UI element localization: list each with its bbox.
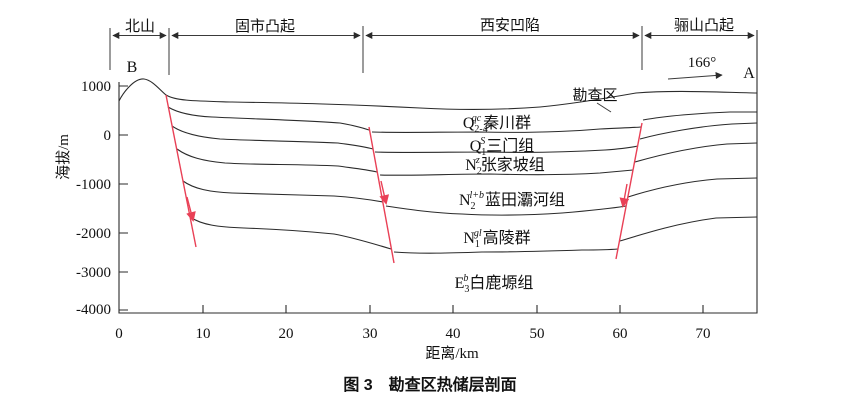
y-tick-m4000: -4000	[76, 302, 111, 318]
x-tick-70: 70	[696, 326, 711, 342]
y-tick-m2000: -2000	[76, 226, 111, 242]
axis-frame	[118, 30, 758, 314]
stratum-label-sanmen: Q1S三门组	[470, 136, 535, 158]
stratum-label-qinchuan: Q2-4qc 秦川群	[463, 113, 531, 135]
y-tick-1000: 1000	[81, 79, 111, 95]
figure-caption: 图 3 勘查区热储层剖面	[343, 375, 516, 394]
fault-downthrow-arrow-east	[619, 183, 630, 208]
tectonic-zone-dimension-lines: 北山 固市凸起 西安凹陷 骊山凸起	[109, 17, 755, 75]
stratum-label-zhangjiapo: N2z张家坡组	[465, 155, 544, 177]
boundary-gaoling-base	[189, 216, 758, 254]
stratum-label-gaoling: N1gl高陵群	[463, 228, 530, 250]
x-tick-50: 50	[530, 326, 545, 342]
bearing-label: 166°	[688, 55, 717, 71]
x-tick-10: 10	[196, 326, 211, 342]
fault-lines	[165, 94, 643, 264]
stratum-label-lantian-bahe: N2l+b蓝田灞河组	[459, 190, 565, 212]
x-tick-40: 40	[446, 326, 461, 342]
boundary-sanmen-base	[171, 122, 758, 153]
fault-line-west	[165, 94, 197, 248]
zone-label-lishan-uplift: 骊山凸起	[674, 17, 734, 34]
fault-line-middle	[368, 126, 395, 264]
y-axis-title: 海拔/m	[55, 134, 72, 180]
y-tick-m3000: -3000	[76, 265, 111, 281]
zone-label-gushi-uplift: 固市凸起	[235, 18, 295, 35]
fault-downthrow-arrow-west	[186, 196, 196, 222]
zone-label-xian-depression: 西安凹陷	[480, 17, 540, 34]
x-tick-0: 0	[115, 326, 123, 342]
endpoint-label-b: B	[127, 59, 138, 76]
axes: 1000 0 -1000 -2000 -3000 -4000 0 10 20 3…	[55, 30, 758, 362]
y-tick-m1000: -1000	[76, 177, 111, 193]
x-tick-20: 20	[279, 326, 294, 342]
zone-divider-ticks	[109, 26, 643, 75]
survey-area-label: 勘查区	[572, 87, 617, 104]
survey-area-leader-line	[596, 102, 612, 113]
y-tick-0: 0	[104, 128, 112, 144]
fault-line-east	[615, 122, 643, 260]
topographic-surface-line	[118, 78, 758, 110]
fault-downthrow-arrow-middle	[379, 180, 390, 205]
annotations: B A 166° 勘查区	[127, 55, 755, 113]
boundary-lantianbahe-base	[182, 177, 758, 216]
x-axis-title: 距离/km	[425, 345, 479, 362]
zone-label-beishan: 北山	[125, 18, 155, 35]
x-tick-30: 30	[363, 326, 378, 342]
strata-labels: Q2-4qc 秦川群 Q1S三门组 N2z张家坡组 N2l+b蓝田灞河组 N1gl…	[455, 113, 565, 295]
boundary-zhangjiapo-base	[176, 142, 758, 176]
stratum-label-bailuyuan: E3b白鹿塬组	[455, 273, 534, 295]
boundary-qinchuan-base	[167, 106, 757, 133]
endpoint-label-a: A	[743, 65, 755, 82]
x-tick-60: 60	[613, 326, 628, 342]
bearing-arrow	[667, 71, 723, 80]
axis-tick-marks	[119, 85, 704, 313]
stratum-boundary-curves	[118, 78, 758, 254]
